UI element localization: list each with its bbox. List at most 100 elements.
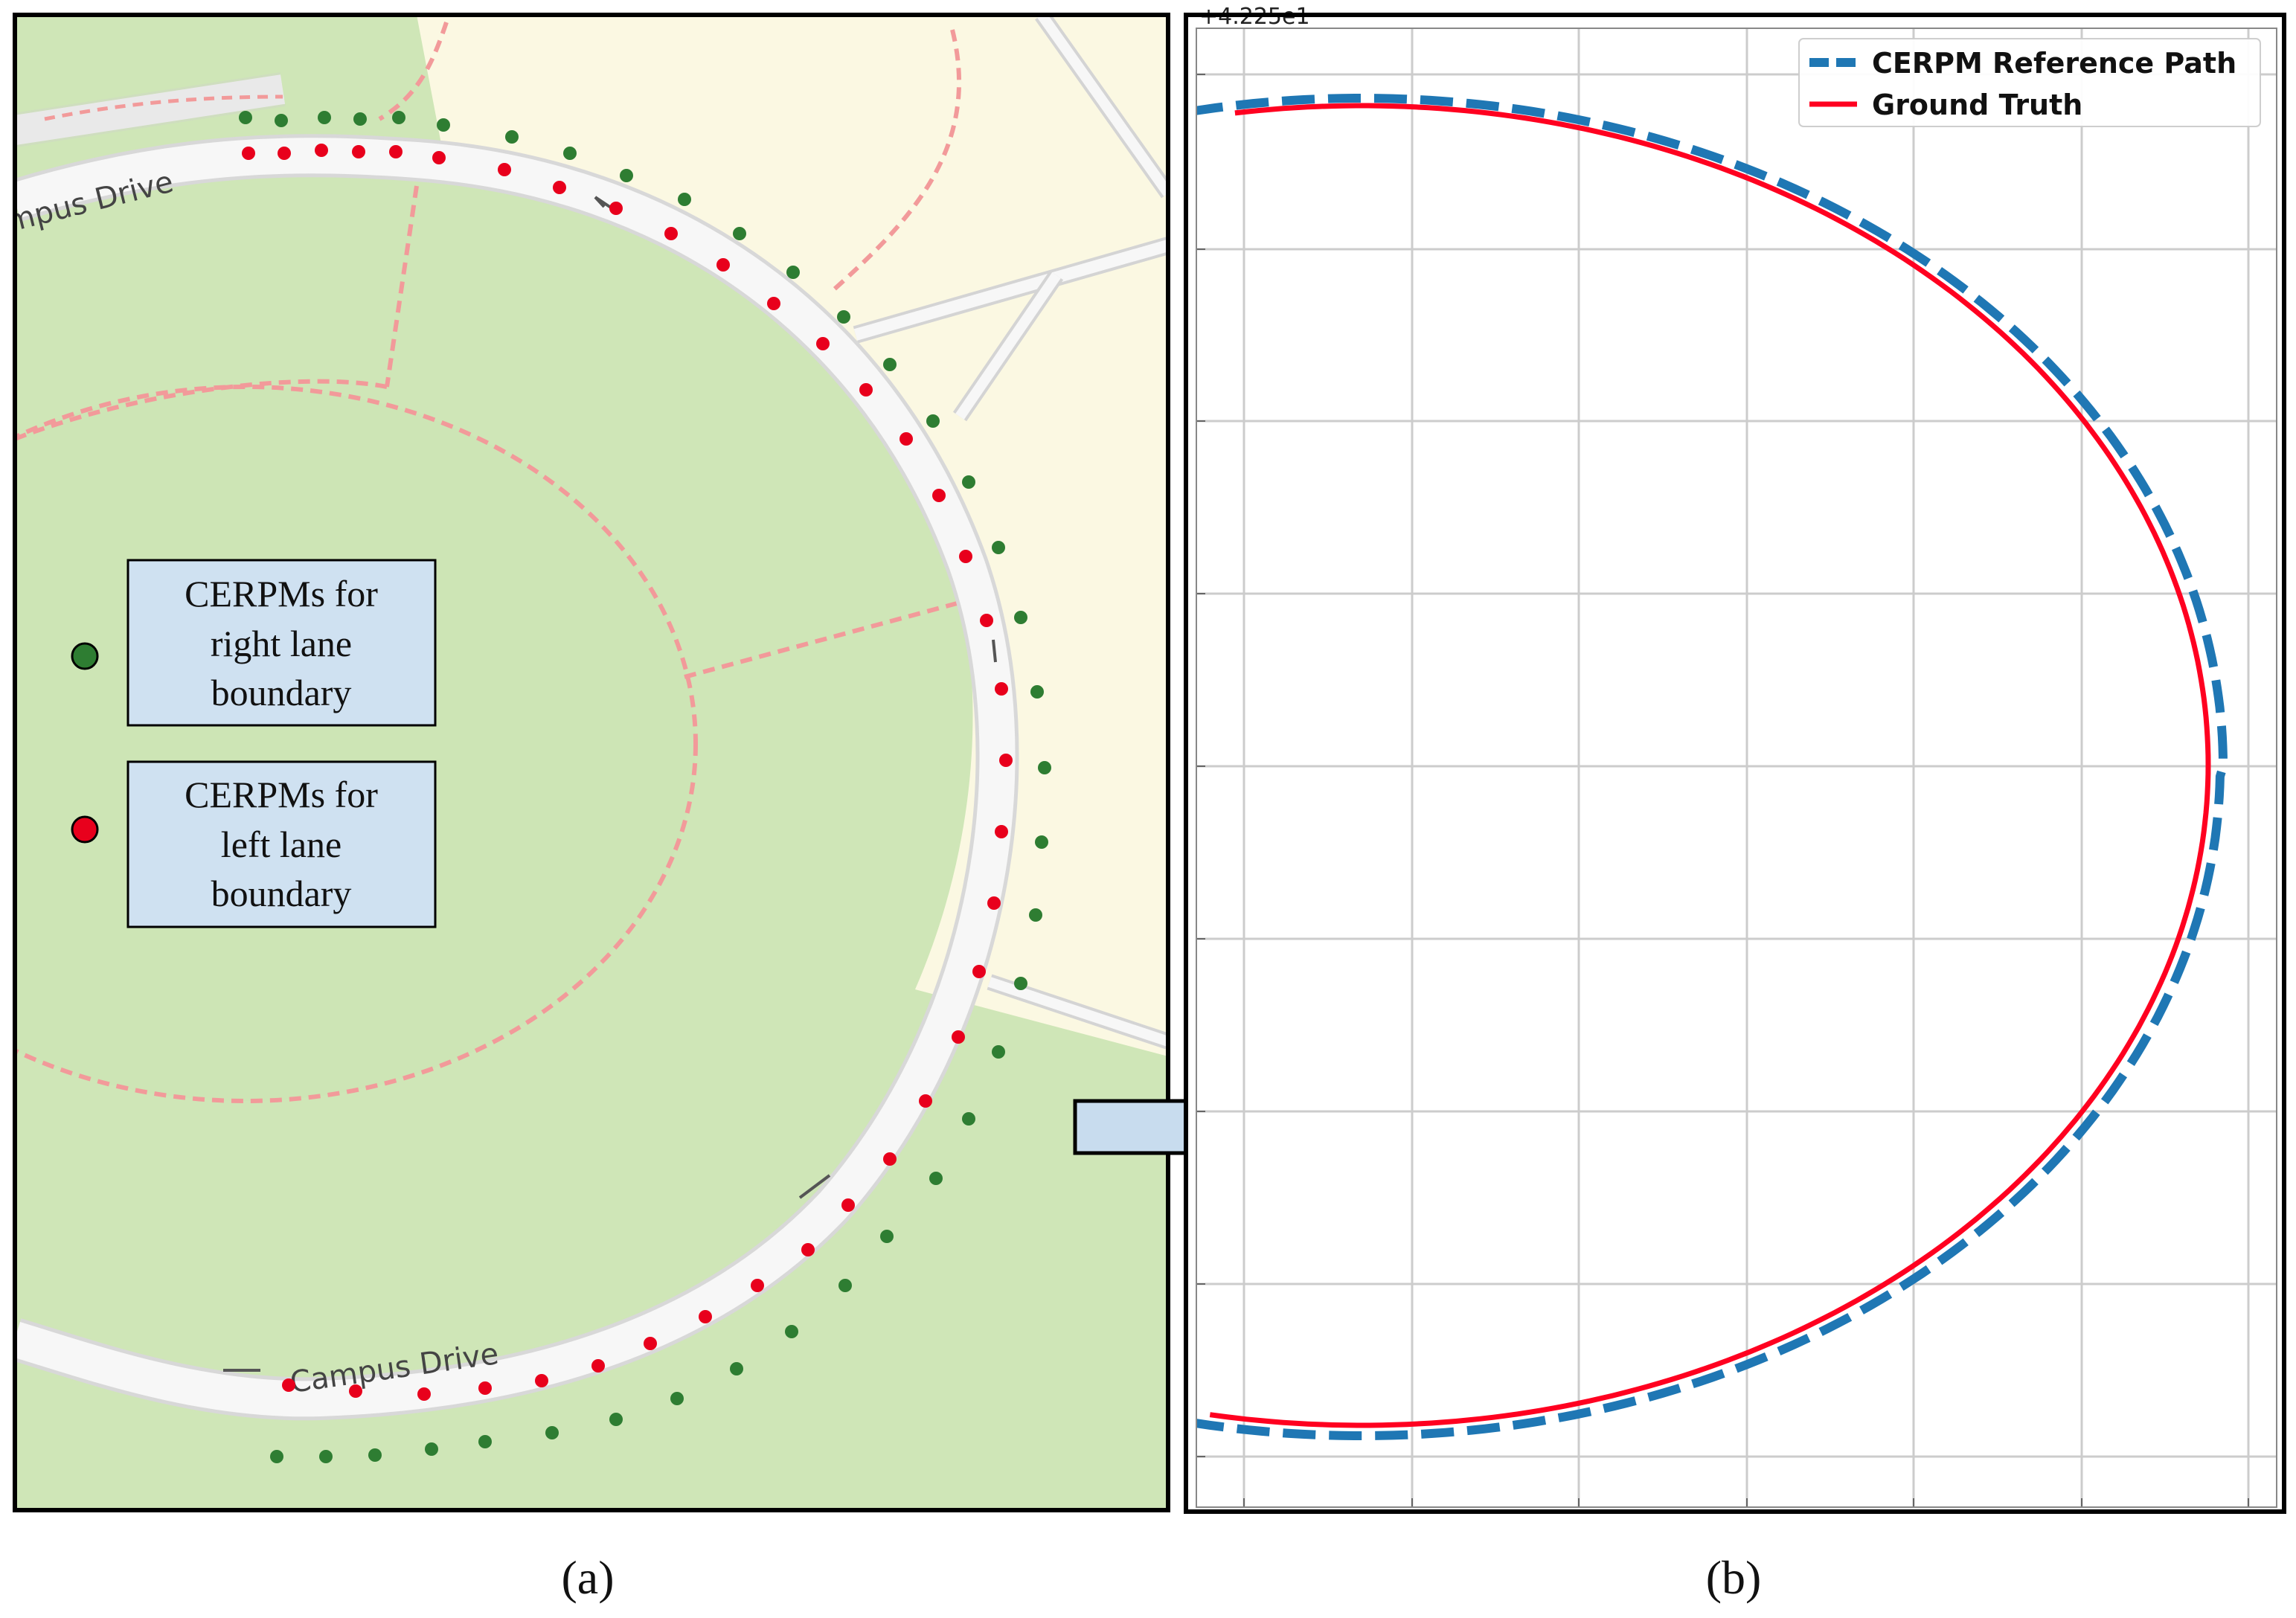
left-lane-marker	[999, 754, 1013, 767]
caption-a: (a)	[561, 1551, 614, 1604]
right-lane-marker	[437, 118, 450, 132]
left-lane-marker	[478, 1381, 492, 1395]
legend-label-line: boundary	[211, 873, 352, 914]
right-lane-marker	[1014, 611, 1027, 624]
map-panel: mpus Drive Campus Drive CERPMs for right…	[13, 13, 1170, 1512]
right-lane-marker	[992, 1045, 1005, 1059]
legend-label-reference: CERPM Reference Path	[1872, 47, 2236, 80]
left-lane-marker	[801, 1243, 815, 1256]
left-lane-marker	[841, 1198, 855, 1212]
right-lane-marker	[837, 310, 850, 324]
left-lane-marker	[278, 147, 291, 160]
right-lane-marker	[1029, 908, 1042, 922]
right-lane-marker	[1014, 977, 1027, 990]
side-road	[1037, 15, 1168, 197]
axes-frame	[1196, 28, 2277, 1508]
plot-grid	[1196, 28, 2277, 1507]
left-lane-marker	[432, 151, 446, 164]
right-lane-marker	[929, 1172, 943, 1185]
right-lane-marker	[838, 1279, 852, 1292]
legend-label-line: boundary	[211, 672, 352, 713]
legend-label-ground-truth: Ground Truth	[1872, 89, 2082, 121]
arrow-icon	[223, 196, 997, 1372]
right-lane-marker	[478, 1435, 492, 1448]
right-lane-marker	[368, 1448, 382, 1462]
right-marker-legend-box	[126, 559, 437, 727]
right-lane-marker	[730, 1362, 743, 1375]
left-lane-marker	[883, 1152, 897, 1166]
left-lane-marker	[417, 1387, 431, 1401]
side-road	[955, 272, 1061, 420]
right-lane-marker	[1035, 835, 1048, 849]
left-lane-marker	[952, 1030, 965, 1044]
cerpm-reference-path-line	[1196, 94, 2228, 1440]
plot-panel: +4.225e1 CERPM Reference Path Ground Tru…	[1184, 4, 2286, 1514]
left-lane-marker	[716, 258, 730, 272]
right-lane-marker	[392, 111, 405, 124]
plot-background	[1186, 15, 2284, 1512]
right-lane-marker	[962, 475, 975, 489]
legend-label-line: CERPMs for	[185, 573, 378, 614]
left-lane-marker	[995, 682, 1008, 696]
side-road	[987, 977, 1168, 1047]
footpath	[15, 379, 388, 441]
plot-legend-box	[1798, 38, 2261, 127]
left-lane-marker	[349, 1384, 362, 1398]
right-lane-marker	[318, 111, 331, 124]
left-lane-marker	[315, 144, 328, 157]
left-lane-marker	[535, 1374, 548, 1387]
right-lane-marker	[786, 266, 800, 279]
left-lane-marker	[980, 614, 993, 627]
right-lane-marker	[319, 1450, 333, 1463]
right-lane-marker	[785, 1325, 798, 1338]
right-lane-marker	[670, 1392, 684, 1405]
left-lane-marker	[919, 1094, 932, 1108]
left-lane-marker	[859, 383, 873, 397]
campus-drive-road-surface	[15, 138, 1016, 1417]
left-lane-marker	[699, 1310, 712, 1323]
legend-label-line: right lane	[211, 623, 352, 664]
map-frame	[13, 13, 1170, 1512]
footpath	[385, 185, 419, 388]
caption-b: (b)	[1706, 1551, 1762, 1604]
right-lane-marker	[926, 414, 940, 428]
right-lane-marker	[239, 111, 252, 124]
side-road	[853, 240, 1168, 341]
map-road-topleft-edge	[15, 72, 286, 147]
ground-truth-line	[1209, 103, 2211, 1428]
right-lane-marker	[563, 147, 577, 160]
left-lane-marker	[644, 1337, 657, 1350]
left-lane-marker	[242, 147, 255, 160]
right-lane-marker	[505, 130, 519, 144]
right-lane-marker	[545, 1426, 559, 1439]
plot-frame	[1184, 13, 2286, 1514]
left-lane-marker	[932, 489, 946, 502]
left-lane-marker	[995, 825, 1008, 838]
right-lane-marker	[609, 1413, 623, 1426]
right-lane-marker	[962, 1112, 975, 1126]
right-lane-marker	[275, 114, 288, 127]
footpath	[378, 22, 449, 121]
right-lane-marker	[678, 193, 691, 206]
left-lane-marker	[767, 297, 780, 310]
left-lane-markers	[242, 144, 1013, 1401]
right-lane-markers	[239, 111, 1051, 1463]
left-lane-marker	[591, 1359, 605, 1373]
right-lane-marker	[733, 227, 746, 240]
left-lane-marker	[972, 965, 986, 978]
right-lane-marker	[883, 358, 897, 371]
left-lane-marker	[282, 1378, 295, 1392]
right-lane-marker	[1030, 685, 1044, 699]
right-marker-legend-dot	[71, 642, 99, 670]
left-lane-marker	[389, 145, 403, 158]
right-lane-marker	[992, 541, 1005, 554]
left-lane-marker	[609, 202, 623, 215]
right-lane-marker	[620, 169, 633, 182]
left-lane-marker	[816, 337, 830, 350]
right-lane-marker	[1038, 761, 1051, 774]
right-lane-marker	[880, 1230, 894, 1243]
left-lane-marker	[900, 432, 913, 446]
footpath	[684, 600, 961, 679]
legend-label-line: left lane	[221, 824, 341, 865]
